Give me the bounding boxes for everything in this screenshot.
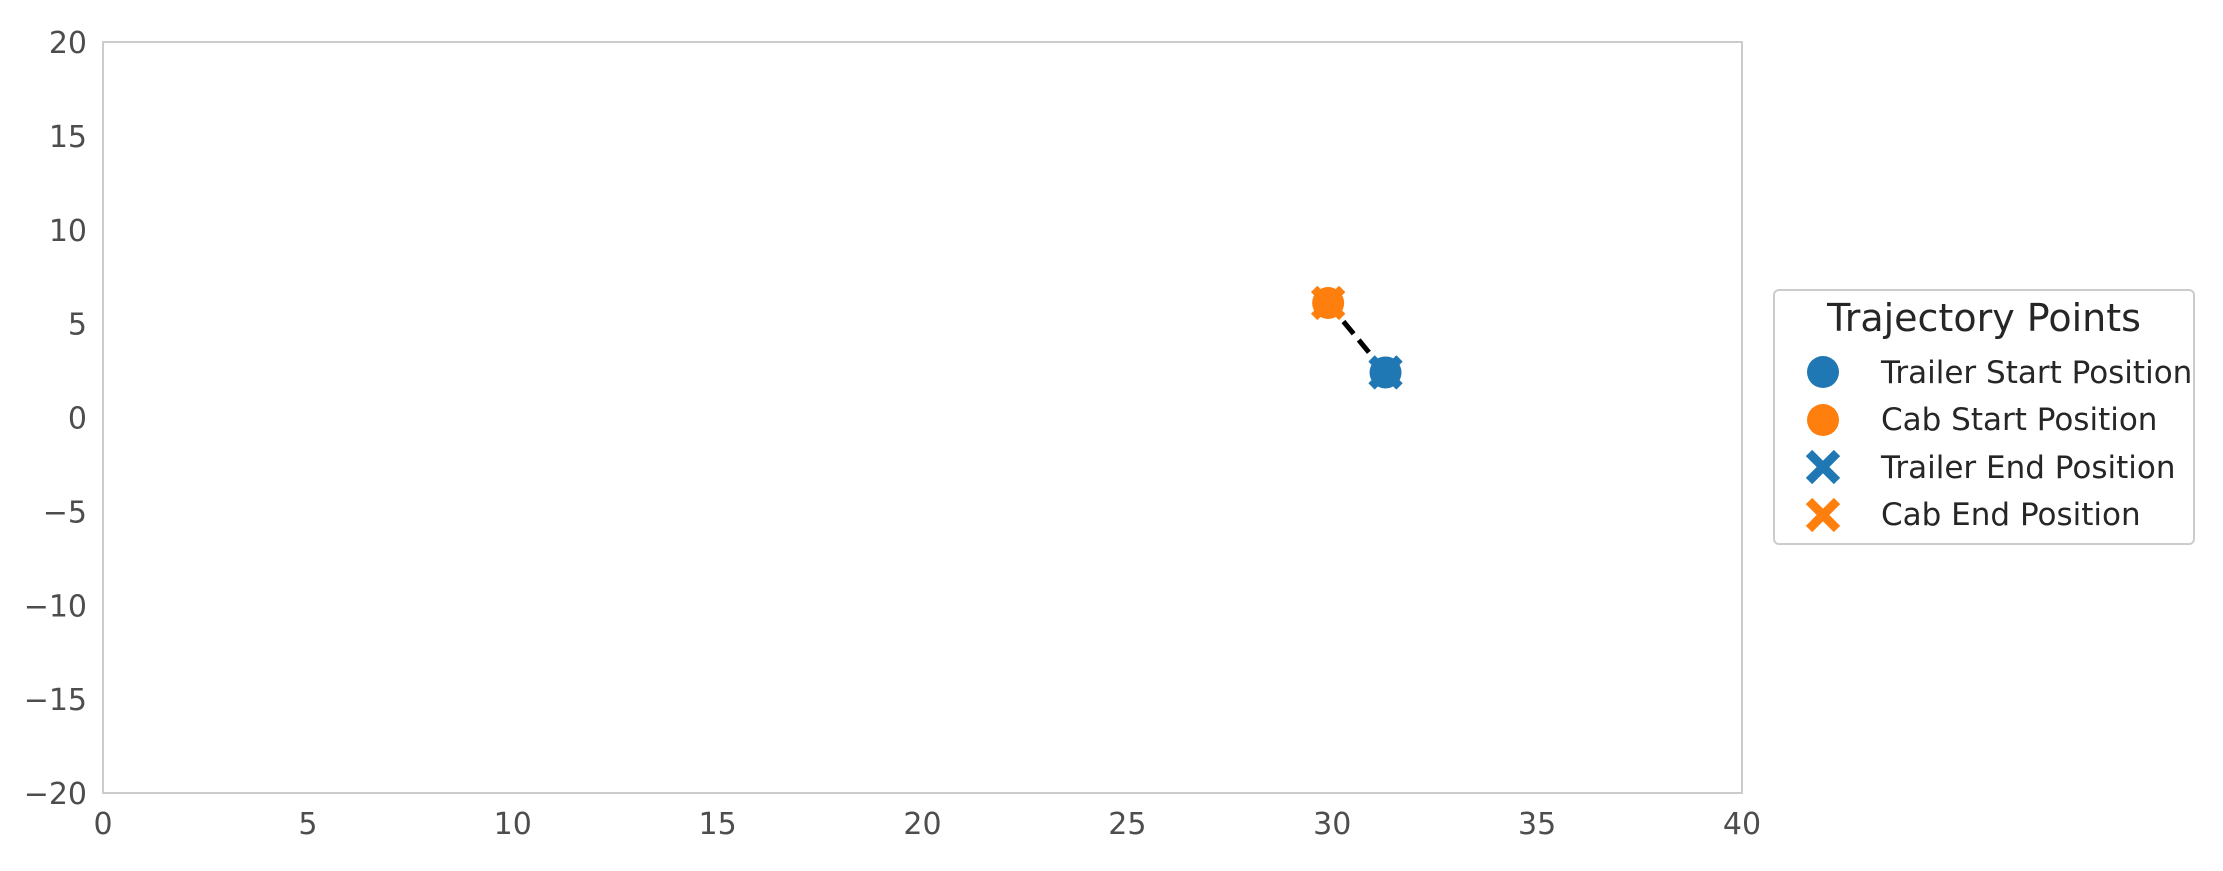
y-tick-label-2: −10 xyxy=(24,589,87,624)
legend-marker-cab-end-position xyxy=(1805,497,1841,533)
x-tick-label-8: 40 xyxy=(1723,807,1761,842)
x-axis-ticks: 0 5 10 15 20 25 30 35 40 xyxy=(93,807,1761,842)
legend-frame xyxy=(1773,289,2195,545)
y-tick-label-5: 5 xyxy=(68,308,87,343)
legend-label-trailer-start: Trailer Start Position xyxy=(1880,355,2192,391)
plot-frame xyxy=(102,41,1743,794)
legend-title: Trajectory Points xyxy=(1826,296,2141,340)
legend: Trajectory Points Trailer Start Position… xyxy=(1773,289,2195,545)
y-tick-label-6: 10 xyxy=(49,214,87,249)
x-tick-label-4: 20 xyxy=(903,807,941,842)
x-tick-label-1: 5 xyxy=(298,807,317,842)
trailer-start-position-point-0 xyxy=(1369,356,1402,389)
legend-markers xyxy=(1805,356,1841,533)
y-tick-label-1: −15 xyxy=(24,683,87,718)
legend-marker-trailer-end-position xyxy=(1805,449,1841,485)
y-tick-label-7: 15 xyxy=(49,120,87,155)
cab-start-position-point-0 xyxy=(1312,286,1345,319)
x-tick-label-7: 35 xyxy=(1518,807,1556,842)
x-tick-label-2: 10 xyxy=(494,807,532,842)
x-tick-label-5: 25 xyxy=(1108,807,1146,842)
y-tick-label-3: −5 xyxy=(43,495,87,530)
legend-label-cab-start: Cab Start Position xyxy=(1881,402,2157,438)
y-tick-label-4: 0 xyxy=(68,402,87,437)
legend-marker-cab-end-position-stroke-b xyxy=(1805,497,1841,533)
legend-marker-trailer-start-position xyxy=(1807,356,1839,388)
points-layer xyxy=(1310,285,1403,390)
y-axis-ticks: −20 −15 −10 −5 0 5 10 15 20 xyxy=(24,26,87,812)
x-tick-label-3: 15 xyxy=(699,807,737,842)
legend-marker-trailer-end-position-stroke-b xyxy=(1805,449,1841,485)
y-tick-label-8: 20 xyxy=(49,26,87,61)
x-tick-label-0: 0 xyxy=(93,807,112,842)
y-tick-label-0: −20 xyxy=(24,777,87,812)
legend-label-trailer-end: Trailer End Position xyxy=(1880,450,2176,486)
x-tick-label-6: 30 xyxy=(1313,807,1351,842)
legend-label-cab-end: Cab End Position xyxy=(1881,497,2141,533)
legend-marker-cab-start-position xyxy=(1807,404,1839,436)
